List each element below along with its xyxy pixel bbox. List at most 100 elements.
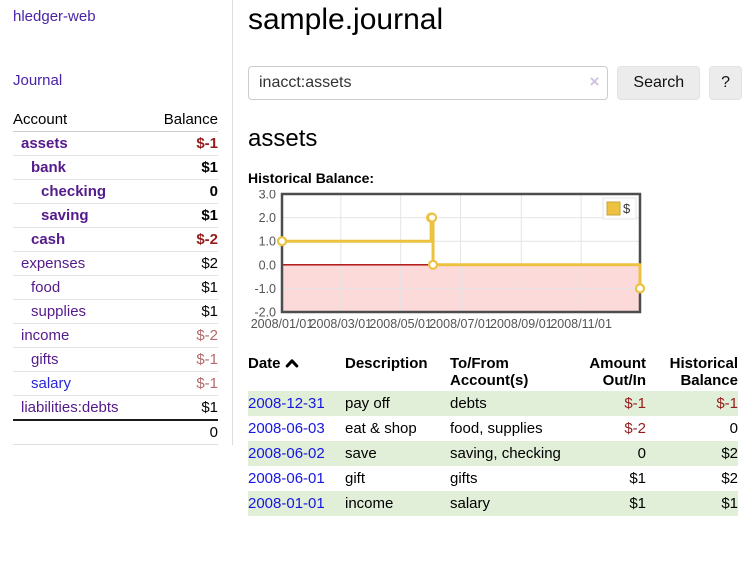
account-balance: $-2 [148, 227, 218, 252]
search-button[interactable]: Search [617, 66, 701, 100]
account-row: income $-2 [13, 323, 218, 348]
register-row: 2008-06-01 gift gifts $1 $2 [248, 466, 738, 491]
data-point[interactable] [276, 236, 288, 247]
register-row: 2008-06-03 eat & shop food, supplies $-2… [248, 416, 738, 441]
page-title: sample.journal [248, 3, 444, 36]
transaction-amount: $1 [629, 495, 646, 512]
transaction-description: income [345, 495, 394, 512]
account-balance: $-1 [148, 131, 218, 156]
register-header-description: Description [345, 355, 428, 372]
accounts-header-account: Account [13, 108, 149, 132]
account-row: checking 0 [13, 179, 218, 204]
transaction-balance: $1 [721, 495, 738, 512]
account-link[interactable]: assets [21, 135, 68, 152]
search-bar: × Search ? [248, 66, 742, 100]
register-header-balance: Historical Balance [669, 355, 738, 389]
transaction-accounts: saving, checking [450, 445, 561, 462]
accounts-table: Account Balance assets $-1 bank $1 check… [13, 108, 218, 445]
help-button[interactable]: ? [709, 66, 742, 100]
account-link[interactable]: cash [31, 231, 66, 248]
account-link[interactable]: gifts [31, 351, 59, 368]
account-link[interactable]: salary [31, 375, 72, 392]
account-link[interactable]: supplies [31, 303, 87, 320]
historical-balance-chart[interactable]: $3.0 2.0 1.0 0.0 -1.0 -2.0 2008/01/01 2008/03/0… [248, 188, 646, 339]
register-table: Date Description To/From Account(s) Amou… [248, 353, 738, 516]
data-point[interactable] [426, 212, 438, 223]
account-row: liabilities:debts $1 [13, 395, 218, 421]
transaction-date-link[interactable]: 2008-12-31 [248, 395, 325, 412]
accounts-total-row: 0 [13, 419, 218, 445]
account-row: expenses $2 [13, 251, 218, 276]
x-tick-label: 2008/11/01 [550, 317, 612, 331]
account-link[interactable]: bank [31, 159, 67, 176]
transaction-date-link[interactable]: 2008-01-01 [248, 495, 325, 512]
main-content: sample.journal × Search ? assets Histori… [248, 0, 742, 516]
app-title-link[interactable]: hledger-web [13, 8, 96, 25]
transaction-date-link[interactable]: 2008-06-02 [248, 445, 325, 462]
register-header-amount: Amount Out/In [589, 355, 646, 389]
nav-journal-link[interactable]: Journal [13, 72, 63, 89]
transaction-accounts: food, supplies [450, 420, 543, 437]
clear-search-icon[interactable]: × [589, 72, 600, 91]
transaction-balance: $-1 [716, 395, 738, 412]
transaction-amount: 0 [637, 445, 646, 462]
account-link[interactable]: income [21, 327, 70, 344]
transaction-date-link[interactable]: 2008-06-03 [248, 420, 325, 437]
transaction-amount: $1 [629, 470, 646, 487]
account-row: salary $-1 [13, 371, 218, 396]
transaction-balance: $2 [721, 470, 738, 487]
register-row: 2008-01-01 income salary $1 $1 [248, 491, 738, 516]
transaction-description: save [345, 445, 377, 462]
transaction-amount: $-2 [624, 420, 646, 437]
register-header-date[interactable]: Date [248, 353, 345, 391]
x-tick-label: 2008/03/01 [310, 317, 373, 331]
account-heading: assets [248, 125, 318, 152]
account-row: food $1 [13, 275, 218, 300]
account-balance: $-1 [148, 371, 218, 396]
sidebar: hledger-web Journal Account Balance asse… [0, 0, 233, 445]
y-tick-label: -1.0 [254, 282, 276, 296]
legend-label: $ [623, 201, 631, 216]
legend-swatch [606, 201, 621, 216]
accounts-header-row: Account Balance [13, 108, 218, 132]
account-row: gifts $-1 [13, 347, 218, 372]
search-input[interactable] [248, 66, 609, 100]
account-link[interactable]: checking [41, 183, 107, 200]
transaction-amount: $-1 [624, 395, 646, 412]
chart-svg: $3.0 2.0 1.0 0.0 -1.0 -2.02008/01/012008/03/0… [251, 188, 646, 331]
account-balance: $1 [148, 395, 218, 421]
register-row: 2008-06-02 save saving, checking 0 $2 [248, 441, 738, 466]
register-header-row: Date Description To/From Account(s) Amou… [248, 353, 738, 391]
transaction-date-link[interactable]: 2008-06-01 [248, 470, 325, 487]
transaction-balance: $2 [721, 445, 738, 462]
accounts-header-balance: Balance [148, 108, 218, 132]
account-link[interactable]: expenses [21, 255, 86, 272]
account-row: supplies $1 [13, 299, 218, 324]
transaction-accounts: gifts [450, 470, 478, 487]
account-balance: $1 [148, 155, 218, 180]
account-balance: $2 [148, 251, 218, 276]
account-link[interactable]: saving [41, 207, 89, 224]
data-point[interactable] [427, 259, 439, 270]
account-row: cash $-2 [13, 227, 218, 252]
data-point[interactable] [634, 283, 646, 294]
account-balance: $1 [148, 203, 218, 228]
y-tick-label: 3.0 [259, 190, 276, 202]
account-link[interactable]: food [31, 279, 61, 296]
accounts-total: 0 [148, 419, 218, 445]
transaction-description: gift [345, 470, 366, 487]
transaction-accounts: salary [450, 495, 491, 512]
y-tick-label: -2.0 [254, 306, 276, 320]
account-balance: $-2 [148, 323, 218, 348]
account-row: saving $1 [13, 203, 218, 228]
plot-border [280, 192, 642, 314]
account-row: bank $1 [13, 155, 218, 180]
transaction-description: eat & shop [345, 420, 417, 437]
register-header-accounts: To/From Account(s) [450, 355, 529, 389]
sort-ascending-icon [285, 355, 299, 372]
account-row: assets $-1 [13, 131, 218, 156]
transaction-description: pay off [345, 395, 390, 412]
account-link[interactable]: liabilities:debts [21, 399, 119, 416]
chart-label: Historical Balance: [248, 170, 375, 186]
transaction-accounts: debts [450, 395, 487, 412]
